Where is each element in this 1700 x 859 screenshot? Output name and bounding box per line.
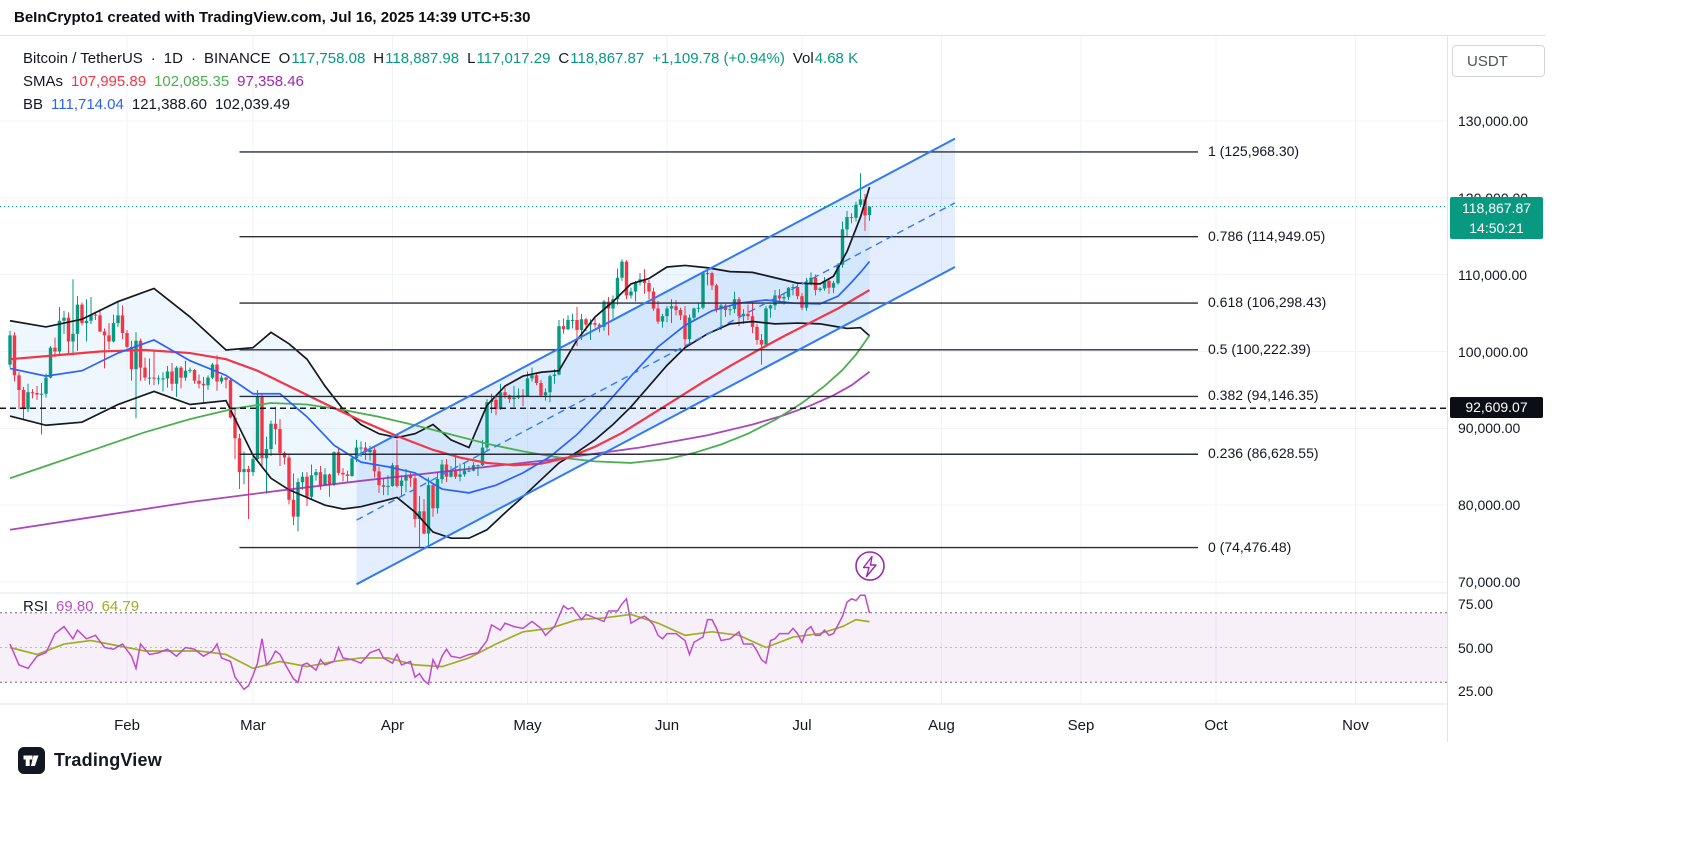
separator: · <box>150 50 156 67</box>
close-value: C 118,867.87 <box>558 50 645 67</box>
high-value: H 118,887.98 <box>373 50 460 67</box>
bb-basis-value: 111,714.04 <box>51 96 124 113</box>
interval-label: 1D <box>163 50 183 67</box>
attribution-text: BeInCrypto1 created with TradingView.com… <box>14 9 531 26</box>
fib-level-label: 0.786 (114,949.05) <box>1208 227 1326 244</box>
lightning-bolt-icon <box>855 551 885 581</box>
horizontal-line-price-badge: 92,609.07 <box>1450 397 1543 419</box>
separator: · <box>190 50 196 67</box>
rsi-value: 69.80 <box>56 598 94 615</box>
price-chart-canvas[interactable] <box>0 36 1546 742</box>
price-axis[interactable]: 118,867.87 14:50:21 92,609.07 130,000.00… <box>1447 36 1547 742</box>
time-tick-label: May <box>513 717 542 734</box>
bb-upper-value: 121,388.60 <box>131 96 207 113</box>
sma-legend-row[interactable]: SMAs 107,995.89 102,085.35 97,358.46 <box>23 70 858 93</box>
chart-area: Bitcoin / TetherUS · 1D · BINANCE O 117,7… <box>0 35 1547 742</box>
fib-level-label: 0.382 (94,146.35) <box>1208 387 1319 404</box>
price-tick-label: 90,000.00 <box>1458 420 1521 437</box>
current-price-badge: 118,867.87 14:50:21 <box>1450 196 1543 239</box>
tradingview-brand-text[interactable]: TradingView <box>54 750 162 770</box>
price-tick-label: 80,000.00 <box>1458 497 1521 514</box>
tradingview-logo-icon[interactable] <box>18 747 45 774</box>
exchange-label: BINANCE <box>203 50 271 67</box>
sma50-value: 107,995.89 <box>71 73 147 90</box>
time-tick-label: Oct <box>1204 717 1228 734</box>
price-tick-label: 70,000.00 <box>1458 574 1521 590</box>
change-value: +1,109.78 (+0.94%) <box>652 50 785 67</box>
time-tick-label: Apr <box>380 717 405 734</box>
attribution-bar: BeInCrypto1 created with TradingView.com… <box>0 0 1700 35</box>
sma100-value: 102,085.35 <box>154 73 230 90</box>
time-tick-label: Sep <box>1067 717 1095 734</box>
symbol-title: Bitcoin / TetherUS <box>23 50 143 67</box>
currency-toggle-label: USDT <box>1467 52 1508 70</box>
bb-label: BB <box>23 96 44 113</box>
low-value: L 117,017.29 <box>467 50 551 67</box>
fib-level-label: 0.236 (86,628.55) <box>1208 445 1319 462</box>
sma200-value: 97,358.46 <box>237 73 304 90</box>
bb-legend-row[interactable]: BB 111,714.04 121,388.60 102,039.49 <box>23 93 858 116</box>
time-tick-label: Aug <box>928 717 955 734</box>
rsi-label: RSI <box>23 598 49 615</box>
current-price-value: 118,867.87 <box>1461 199 1532 216</box>
symbol-legend-row[interactable]: Bitcoin / TetherUS · 1D · BINANCE O 117,7… <box>23 47 858 70</box>
open-value: O 117,758.08 <box>278 50 366 67</box>
time-tick-label: Nov <box>1342 717 1369 734</box>
time-tick-label: Mar <box>240 717 266 734</box>
time-axis[interactable]: Feb Mar Apr May Jun Jul Aug Sep Oct Nov <box>0 704 1447 742</box>
fib-level-label: 0.5 (100,222.39) <box>1208 340 1311 357</box>
fib-level-label: 1 (125,968.30) <box>1208 142 1300 159</box>
chart-legend: Bitcoin / TetherUS · 1D · BINANCE O 117,7… <box>23 47 858 116</box>
price-tick-label: 110,000.00 <box>1458 266 1528 283</box>
bb-lower-value: 102,039.49 <box>214 96 291 113</box>
smas-label: SMAs <box>23 73 64 90</box>
time-tick-label: Feb <box>114 717 140 734</box>
fib-level-label: 0.618 (106,298.43) <box>1208 294 1327 311</box>
price-tick-label: 130,000.00 <box>1458 113 1529 129</box>
rsi-tick-label: 75.00 <box>1458 596 1494 612</box>
rsi-legend-row[interactable]: RSI 69.80 64.79 <box>23 598 139 615</box>
rsi-ma-value: 64.79 <box>101 598 140 615</box>
price-tick-label: 100,000.00 <box>1458 343 1529 360</box>
volume-value: Vol 4.68 K <box>792 50 859 67</box>
rsi-tick-label: 50.00 <box>1458 639 1494 656</box>
time-tick-label: Jun <box>654 717 680 734</box>
currency-toggle-button[interactable]: USDT <box>1452 45 1545 77</box>
time-tick-label: Jul <box>792 717 812 734</box>
fib-level-label: 0 (74,476.48) <box>1208 538 1292 555</box>
bar-countdown: 14:50:21 <box>1469 219 1524 236</box>
footer: TradingView <box>18 747 162 774</box>
rsi-tick-label: 25.00 <box>1458 683 1494 699</box>
